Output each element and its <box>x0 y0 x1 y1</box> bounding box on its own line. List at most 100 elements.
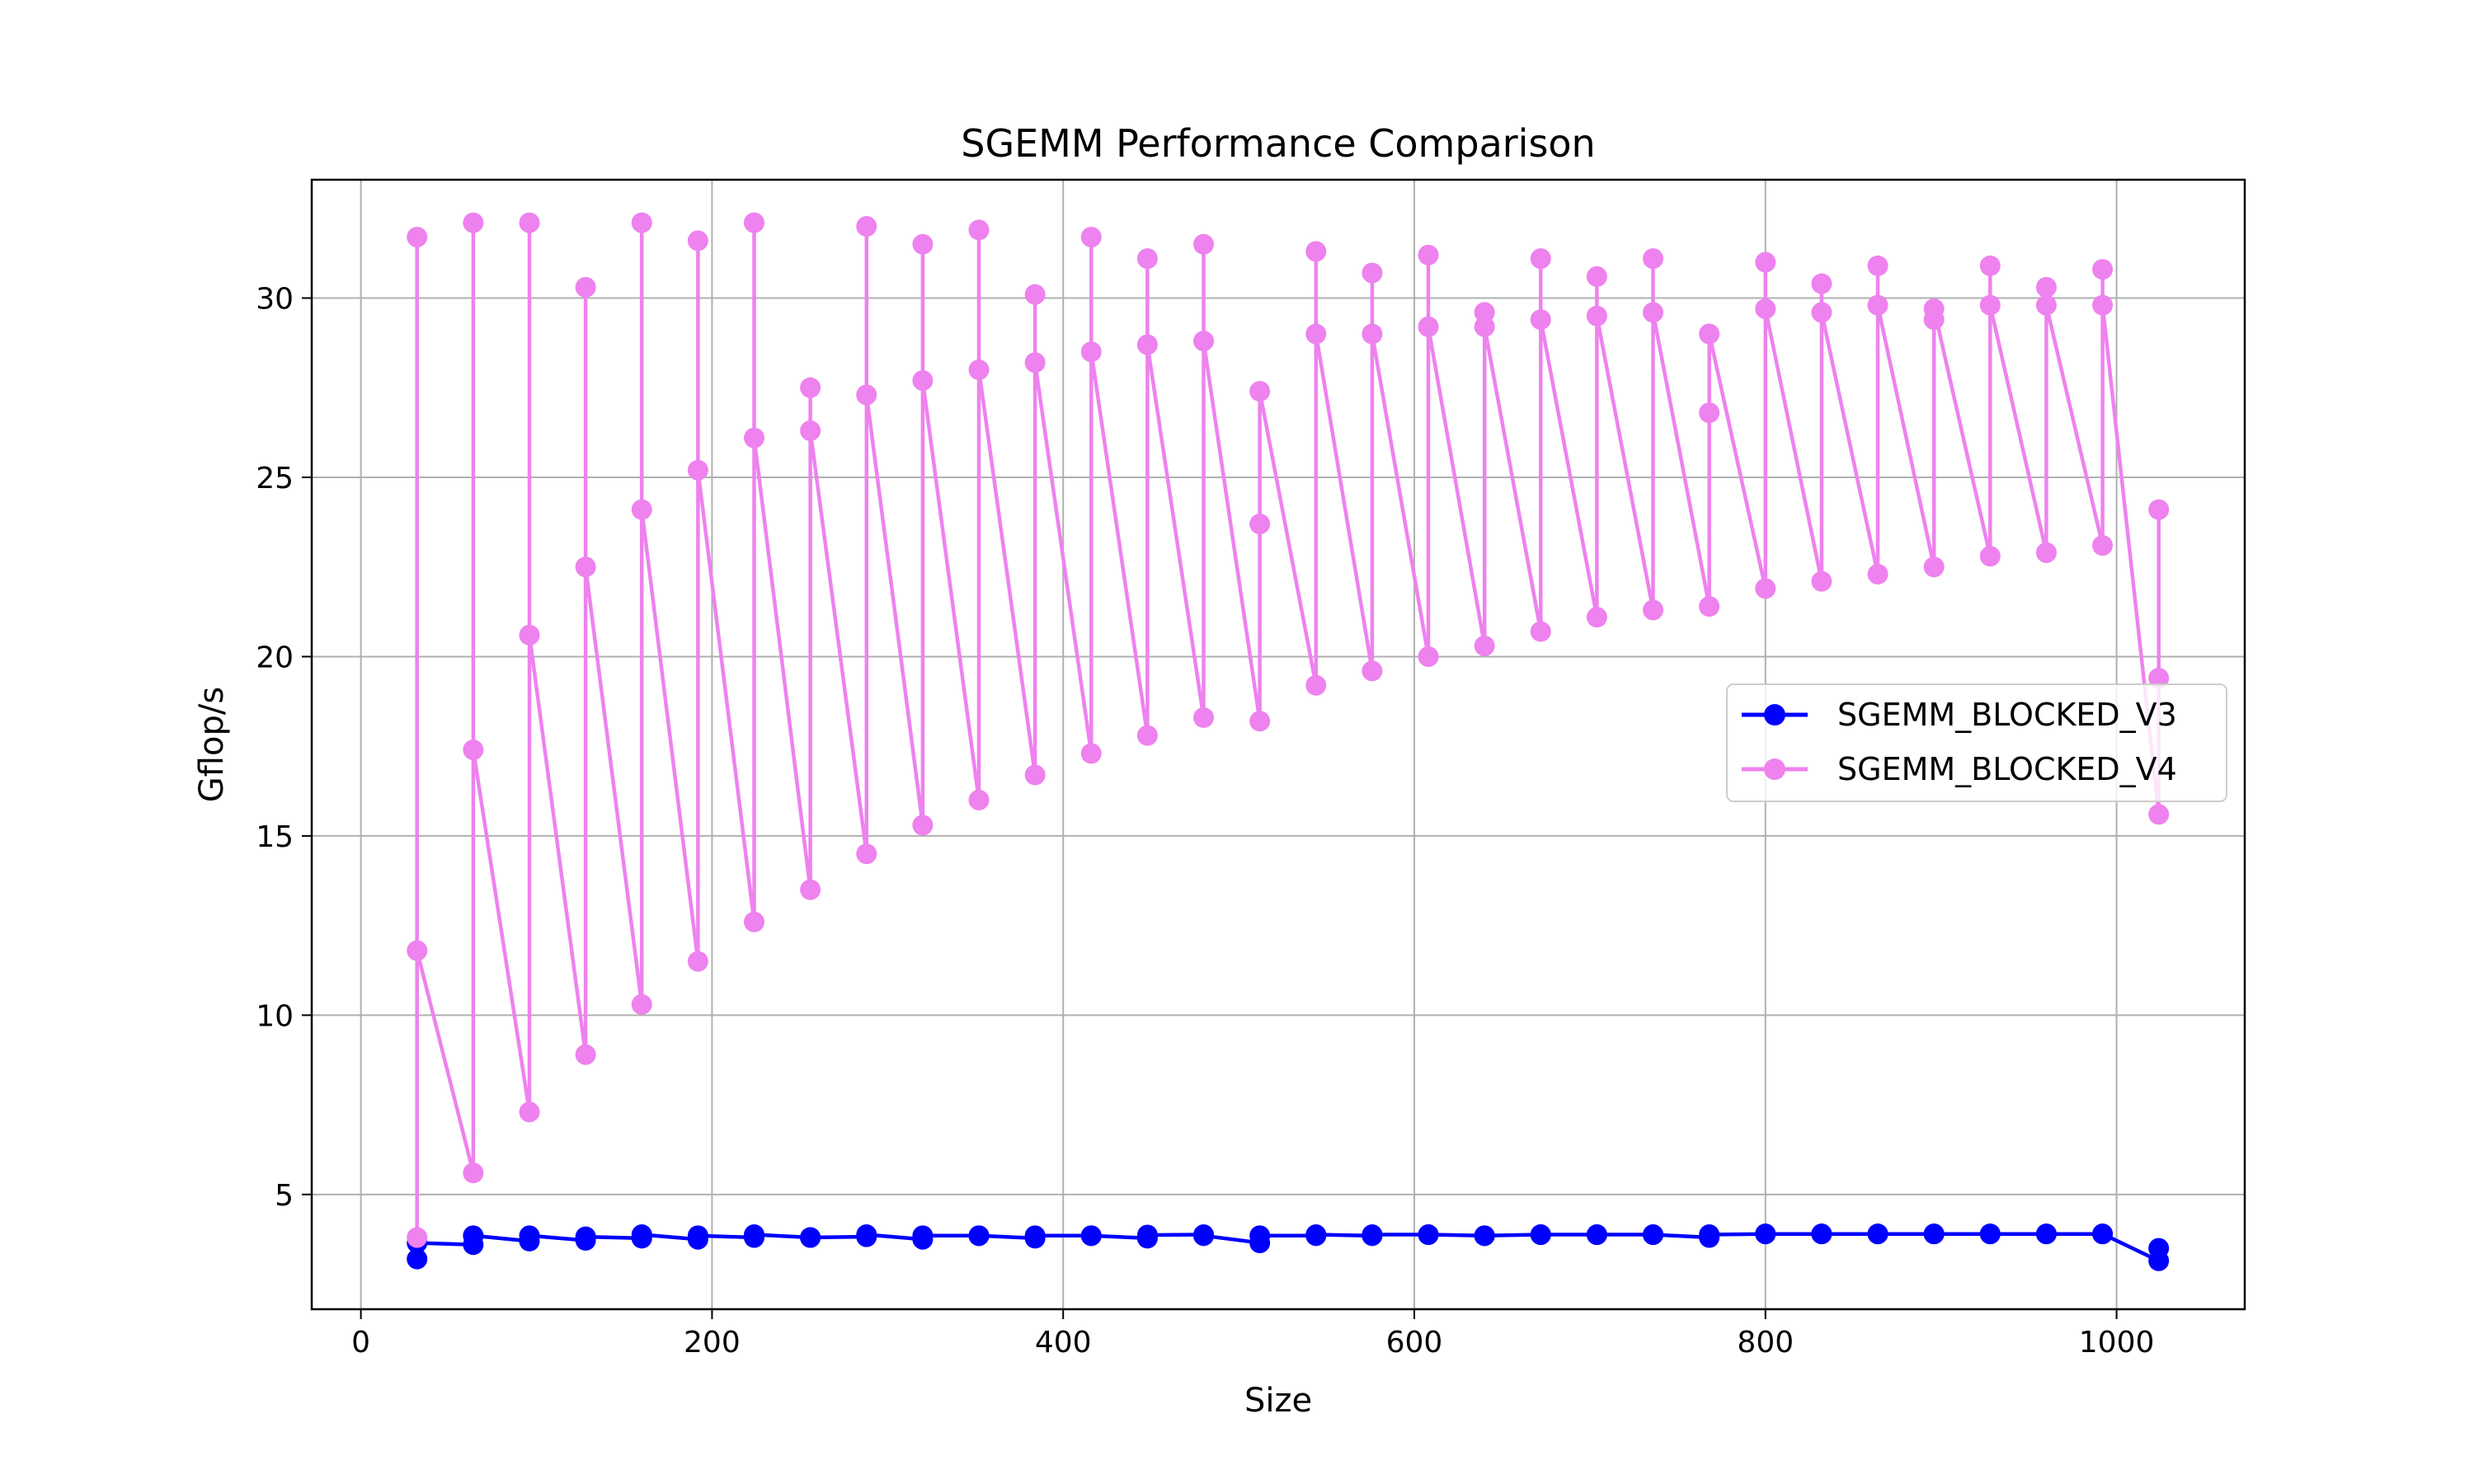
data-point <box>1699 1224 1720 1246</box>
plot-series <box>407 212 2170 1271</box>
data-point <box>407 940 428 961</box>
data-point <box>744 1224 765 1246</box>
data-point <box>1024 1225 1046 1247</box>
data-point <box>631 212 652 233</box>
data-point <box>1530 1224 1551 1246</box>
data-point <box>1136 248 1158 270</box>
data-point <box>968 789 990 810</box>
data-point <box>519 212 540 233</box>
y-tick-label: 25 <box>256 462 294 495</box>
data-point <box>1305 323 1327 345</box>
data-point <box>800 879 821 900</box>
data-point <box>1699 402 1720 424</box>
data-point <box>407 227 428 248</box>
data-point <box>912 1225 934 1247</box>
data-point <box>463 1225 484 1247</box>
data-point <box>1643 1224 1664 1246</box>
data-point <box>463 212 484 233</box>
x-tick-label: 1000 <box>2079 1326 2155 1360</box>
y-axis-label: Gflop/s <box>193 687 231 802</box>
data-point <box>1024 284 1046 305</box>
y-tick-label: 15 <box>256 820 294 854</box>
data-point <box>1418 646 1439 667</box>
data-point <box>2148 804 2170 825</box>
data-point <box>575 556 596 578</box>
data-point <box>519 1101 540 1123</box>
data-point <box>1530 309 1551 331</box>
data-point <box>1193 331 1215 352</box>
data-point <box>2035 294 2057 316</box>
data-point <box>1080 227 1102 248</box>
x-axis-label: Size <box>1244 1382 1312 1420</box>
legend-label-v4: SGEMM_BLOCKED_V4 <box>1837 751 2177 787</box>
data-point <box>800 1227 821 1248</box>
data-point <box>744 911 765 932</box>
data-point <box>519 624 540 646</box>
data-point <box>1474 1225 1495 1247</box>
data-point <box>1586 1224 1607 1246</box>
data-point <box>968 1225 990 1247</box>
data-point <box>856 216 877 237</box>
x-tick-label: 0 <box>351 1326 370 1360</box>
data-point <box>1867 563 1888 585</box>
data-point <box>1474 316 1495 337</box>
data-point <box>1305 241 1327 262</box>
data-point <box>687 1225 708 1247</box>
y-tick-label: 10 <box>256 999 294 1033</box>
legend-marker-v4 <box>1764 758 1785 780</box>
data-point <box>575 1044 596 1065</box>
data-point <box>1136 1224 1158 1246</box>
data-point <box>1755 578 1776 599</box>
data-point <box>2092 535 2114 556</box>
data-point <box>2092 1223 2114 1245</box>
data-point <box>800 377 821 398</box>
plot-frame <box>310 178 2246 1311</box>
data-point <box>1586 265 1607 287</box>
data-point <box>1418 316 1439 337</box>
data-point <box>1136 725 1158 746</box>
x-tick-label: 600 <box>1386 1326 1443 1360</box>
data-point <box>1811 1223 1832 1245</box>
y-tick-label: 30 <box>256 283 294 317</box>
data-point <box>407 1248 428 1270</box>
data-point <box>1867 255 1888 276</box>
data-point <box>463 1162 484 1184</box>
data-point <box>1979 294 2001 316</box>
data-point <box>1474 302 1495 323</box>
y-tick-label: 5 <box>275 1179 294 1213</box>
data-point <box>407 1227 428 1248</box>
x-tick-label: 200 <box>684 1326 741 1360</box>
data-point <box>1643 248 1664 270</box>
data-point <box>2148 499 2170 520</box>
data-point <box>1586 607 1607 628</box>
data-point <box>1193 707 1215 728</box>
series-sgemm-blocked-v4 <box>407 212 2170 1248</box>
series-sgemm-blocked-v3 <box>407 1223 2170 1271</box>
data-point <box>1080 743 1102 764</box>
data-point <box>912 233 934 255</box>
data-point <box>631 1224 652 1246</box>
data-point <box>856 843 877 865</box>
data-point <box>1362 1224 1383 1246</box>
data-point <box>1249 1225 1271 1247</box>
x-tick-label: 800 <box>1737 1326 1794 1360</box>
legend-box <box>1726 683 2227 802</box>
data-point <box>687 951 708 972</box>
data-point <box>631 499 652 520</box>
data-point <box>1305 674 1327 696</box>
legend-label-v3: SGEMM_BLOCKED_V3 <box>1837 697 2177 733</box>
data-point <box>1811 571 1832 592</box>
data-point <box>1474 635 1495 656</box>
data-point <box>1249 381 1271 402</box>
data-point <box>1249 711 1271 732</box>
data-point <box>1362 262 1383 284</box>
data-point <box>1811 273 1832 294</box>
data-point <box>856 1224 877 1246</box>
data-point <box>2148 1237 2170 1259</box>
data-point <box>800 420 821 441</box>
data-point <box>912 815 934 836</box>
data-point <box>463 740 484 761</box>
data-point <box>912 370 934 392</box>
data-point <box>744 212 765 233</box>
data-point <box>1923 298 1945 320</box>
